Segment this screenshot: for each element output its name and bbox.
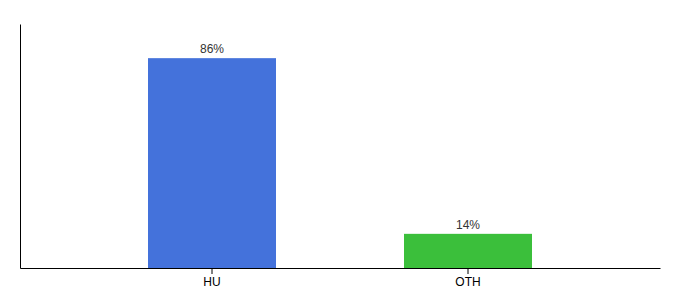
y-axis: [20, 25, 21, 269]
y-axis-line: [20, 25, 21, 269]
x-tick-label: HU: [203, 275, 220, 289]
x-tick-mark: [212, 268, 213, 274]
data-label: 86%: [200, 42, 224, 56]
x-axis-line: [21, 268, 661, 269]
x-tick: OTH: [455, 268, 480, 289]
data-label: 14%: [456, 218, 480, 232]
x-tick: HU: [203, 268, 220, 289]
x-tick-mark: [468, 268, 469, 274]
plot: HU OTH 86% 14%: [21, 25, 661, 289]
data-labels: 86% 14%: [200, 42, 480, 232]
x-axis: HU OTH: [21, 268, 661, 289]
x-tick-label: OTH: [455, 275, 480, 289]
chart: HU OTH 86% 14%: [0, 0, 680, 300]
bars: [148, 58, 532, 268]
bar: [148, 58, 276, 268]
bar: [404, 234, 532, 268]
